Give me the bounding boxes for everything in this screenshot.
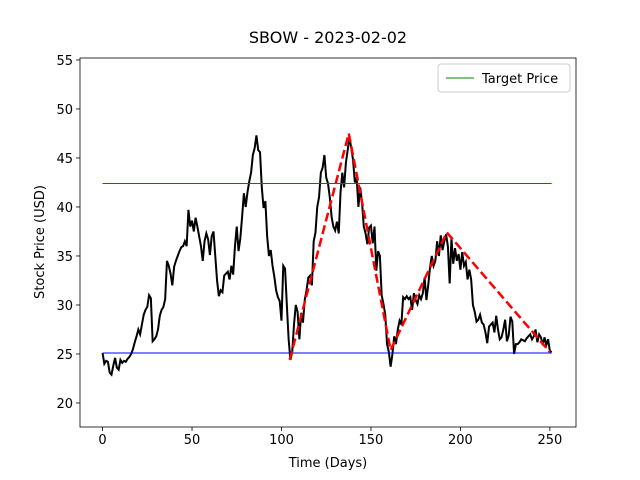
chart-title: SBOW - 2023-02-02 (249, 28, 407, 47)
x-tick-label: 100 (269, 433, 294, 448)
x-tick-label: 150 (359, 433, 384, 448)
x-tick-label: 50 (184, 433, 201, 448)
plot-frame (79, 57, 577, 428)
x-tick-label: 250 (537, 433, 562, 448)
legend-box (437, 63, 571, 93)
y-tick-label: 40 (56, 201, 73, 216)
y-tick-label: 45 (56, 152, 73, 167)
price-line (101, 135, 553, 377)
y-axis-label: Stock Price (USD) (33, 185, 48, 299)
y-tick-label: 30 (56, 299, 73, 314)
y-tick-label: 20 (56, 397, 73, 412)
x-axis-label: Time (Days) (288, 456, 368, 471)
price-line (288, 133, 551, 361)
y-tick-label: 35 (56, 250, 73, 265)
legend-label: Target Price (481, 72, 558, 87)
y-tick-label: 50 (56, 103, 73, 118)
x-tick-label: 200 (448, 433, 473, 448)
x-tick-label: 0 (98, 433, 106, 448)
y-tick-label: 25 (56, 348, 73, 363)
y-tick-label: 55 (56, 54, 73, 69)
